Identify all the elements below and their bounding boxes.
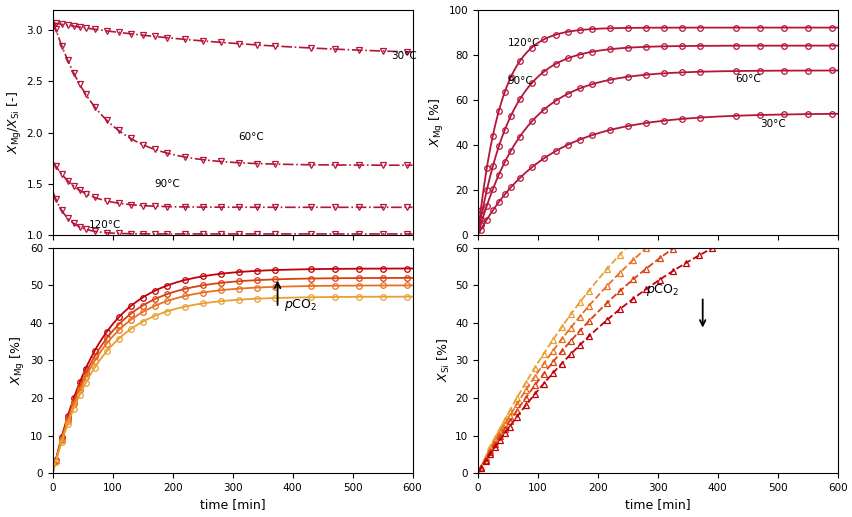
Text: 30°C: 30°C bbox=[391, 51, 417, 60]
X-axis label: time [min]: time [min] bbox=[625, 498, 690, 511]
Y-axis label: $X_{\mathrm{Mg}}$ [%]: $X_{\mathrm{Mg}}$ [%] bbox=[427, 98, 445, 147]
X-axis label: time [min]: time [min] bbox=[199, 498, 265, 511]
Text: $p\mathrm{CO}_2$: $p\mathrm{CO}_2$ bbox=[283, 297, 316, 313]
Text: 120°C: 120°C bbox=[507, 38, 539, 48]
Text: 30°C: 30°C bbox=[759, 119, 785, 129]
Text: 120°C: 120°C bbox=[89, 220, 121, 230]
Text: 90°C: 90°C bbox=[154, 179, 180, 189]
Y-axis label: $X_{\mathrm{Mg}}$ [%]: $X_{\mathrm{Mg}}$ [%] bbox=[9, 336, 27, 385]
Text: 90°C: 90°C bbox=[507, 76, 532, 86]
Y-axis label: $X_{\mathrm{Mg}}/X_{\mathrm{Si}}$ [-]: $X_{\mathrm{Mg}}/X_{\mathrm{Si}}$ [-] bbox=[6, 91, 24, 154]
Text: 60°C: 60°C bbox=[239, 132, 264, 142]
Y-axis label: $X_{\mathrm{Si}}$ [%]: $X_{\mathrm{Si}}$ [%] bbox=[435, 339, 452, 383]
Text: 60°C: 60°C bbox=[734, 74, 761, 84]
Text: $p\mathrm{CO}_2$: $p\mathrm{CO}_2$ bbox=[645, 282, 678, 298]
